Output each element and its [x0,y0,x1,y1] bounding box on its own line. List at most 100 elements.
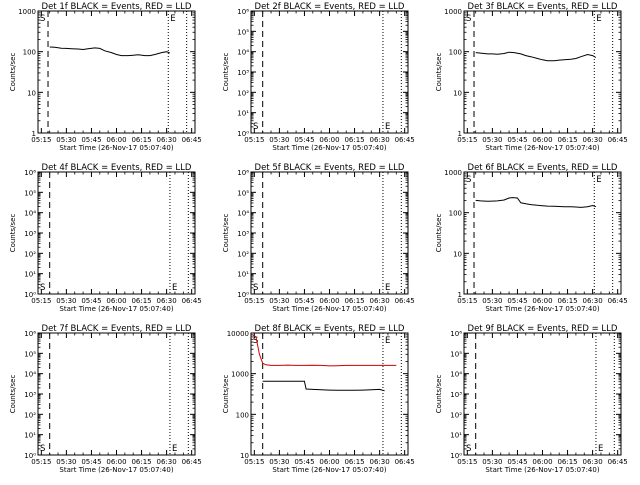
x-tick-label: 05:15 [31,297,51,305]
panel-title: Det 3f BLACK = Events, RED = LLD [468,2,618,12]
x-tick-label: 06:45 [608,297,628,305]
y-tick-label: 100 [23,49,36,57]
panel-title: Det 1f BLACK = Events, RED = LLD [42,2,192,12]
y-tick-label: 1 [458,291,462,299]
y-tick-label: 10⁰ [24,291,36,299]
y-axis-label: Counts/sec [9,53,17,92]
x-tick-label: 06:00 [319,458,339,466]
panel-title: Det 8f BLACK = Events, RED = LLD [255,324,405,334]
panel-9: Det 9f BLACK = Events, RED = LLD 10⁰ 10¹ 10… [435,324,628,474]
plot-frame [37,10,196,134]
y-axis-label: Counts/sec [222,53,230,92]
data-series-line-1 [475,51,597,62]
x-axis-label: Start Time (26-Nov-17 05:07:40) [59,305,173,313]
y-tick-label: 10³ [237,69,249,77]
x-tick-label: 06:30 [157,136,177,144]
x-tick-label: 05:15 [31,458,51,466]
x-tick-label: 05:45 [507,458,527,466]
x-tick-label: 05:30 [56,297,76,305]
x-tick-label: 05:45 [294,458,314,466]
y-tick-label: 10² [237,89,249,97]
y-tick-label: 10⁴ [24,210,36,218]
x-tick-label: 06:00 [319,136,339,144]
panel-7: Det 7f BLACK = Events, RED = LLD 10⁰ 10¹ 10… [9,324,202,474]
y-tick-label: 10 [453,250,462,258]
y-tick-label: 10⁶ [24,169,36,177]
y-tick-label: 10⁰ [237,291,249,299]
start-marker: S [253,283,258,293]
panel-title: Det 2f BLACK = Events, RED = LLD [255,2,405,12]
start-marker: S [253,122,258,132]
end-marker: E [385,122,390,132]
y-tick-label: 10⁶ [450,330,462,338]
x-tick-label: 05:30 [269,297,289,305]
x-tick-label: 05:30 [56,136,76,144]
x-tick-label: 06:30 [157,458,177,466]
data-series-line-1 [252,334,397,367]
x-tick-label: 06:15 [344,297,364,305]
start-marker: S [253,336,258,346]
y-tick-label: 10 [453,89,462,97]
start-marker: S [466,14,471,24]
y-tick-label: 10⁴ [450,371,462,379]
y-tick-label: 10² [450,411,462,419]
x-tick-label: 05:45 [507,297,527,305]
x-tick-label: 06:15 [131,458,151,466]
y-tick-label: 10⁵ [24,189,36,197]
y-tick-label: 100 [449,49,462,57]
panel-title: Det 7f BLACK = Events, RED = LLD [42,324,192,334]
x-tick-label: 06:30 [583,136,603,144]
y-tick-label: 10¹ [237,271,249,279]
plot-frame [37,171,196,295]
data-series-line-2 [262,380,385,392]
start-marker: S [40,14,45,24]
y-tick-label: 1 [458,130,462,138]
x-tick-label: 05:30 [482,136,502,144]
x-tick-label: 05:15 [244,136,264,144]
plot-frame [250,10,409,134]
x-tick-label: 06:45 [395,297,415,305]
x-tick-label: 06:45 [182,458,202,466]
plot-frame [463,10,622,134]
y-tick-label: 10³ [450,391,462,399]
y-tick-label: 10⁰ [24,452,36,460]
y-tick-label: 10⁵ [24,350,36,358]
y-tick-label: 10⁴ [24,371,36,379]
y-tick-label: 10² [237,250,249,258]
end-marker: E [172,444,177,454]
y-tick-label: 100 [449,210,462,218]
x-tick-label: 05:30 [269,136,289,144]
x-tick-label: 06:15 [557,136,577,144]
x-tick-label: 06:45 [608,136,628,144]
y-tick-label: 1000 [444,169,462,177]
y-tick-label: 1 [32,130,36,138]
end-marker: E [385,336,390,346]
x-axis-label: Start Time (26-Nov-17 05:07:40) [272,305,386,313]
x-tick-label: 06:30 [370,136,390,144]
y-tick-label: 10¹ [237,110,249,118]
x-tick-label: 05:15 [457,297,477,305]
y-axis-label: Counts/sec [435,214,443,253]
y-tick-label: 10⁵ [237,28,249,36]
panel-2: Det 2f BLACK = Events, RED = LLD 10⁰ 10¹ 10… [222,2,415,152]
end-marker: E [172,283,177,293]
y-tick-label: 10000 [227,330,249,338]
panel-8: Det 8f BLACK = Events, RED = LLD 10 100 100… [222,324,415,474]
y-tick-label: 10² [24,411,36,419]
y-tick-label: 10⁴ [237,210,249,218]
x-tick-label: 06:00 [319,297,339,305]
y-tick-label: 10³ [24,230,36,238]
x-tick-label: 05:15 [457,458,477,466]
end-marker: E [596,14,601,24]
x-tick-label: 05:30 [482,297,502,305]
x-tick-label: 06:00 [106,458,126,466]
x-tick-label: 05:15 [244,458,264,466]
y-axis-label: Counts/sec [435,375,443,414]
x-axis-label: Start Time (26-Nov-17 05:07:40) [485,305,599,313]
y-axis-label: Counts/sec [222,375,230,414]
x-tick-label: 05:45 [507,136,527,144]
end-marker: E [170,14,175,24]
x-tick-label: 06:45 [182,136,202,144]
